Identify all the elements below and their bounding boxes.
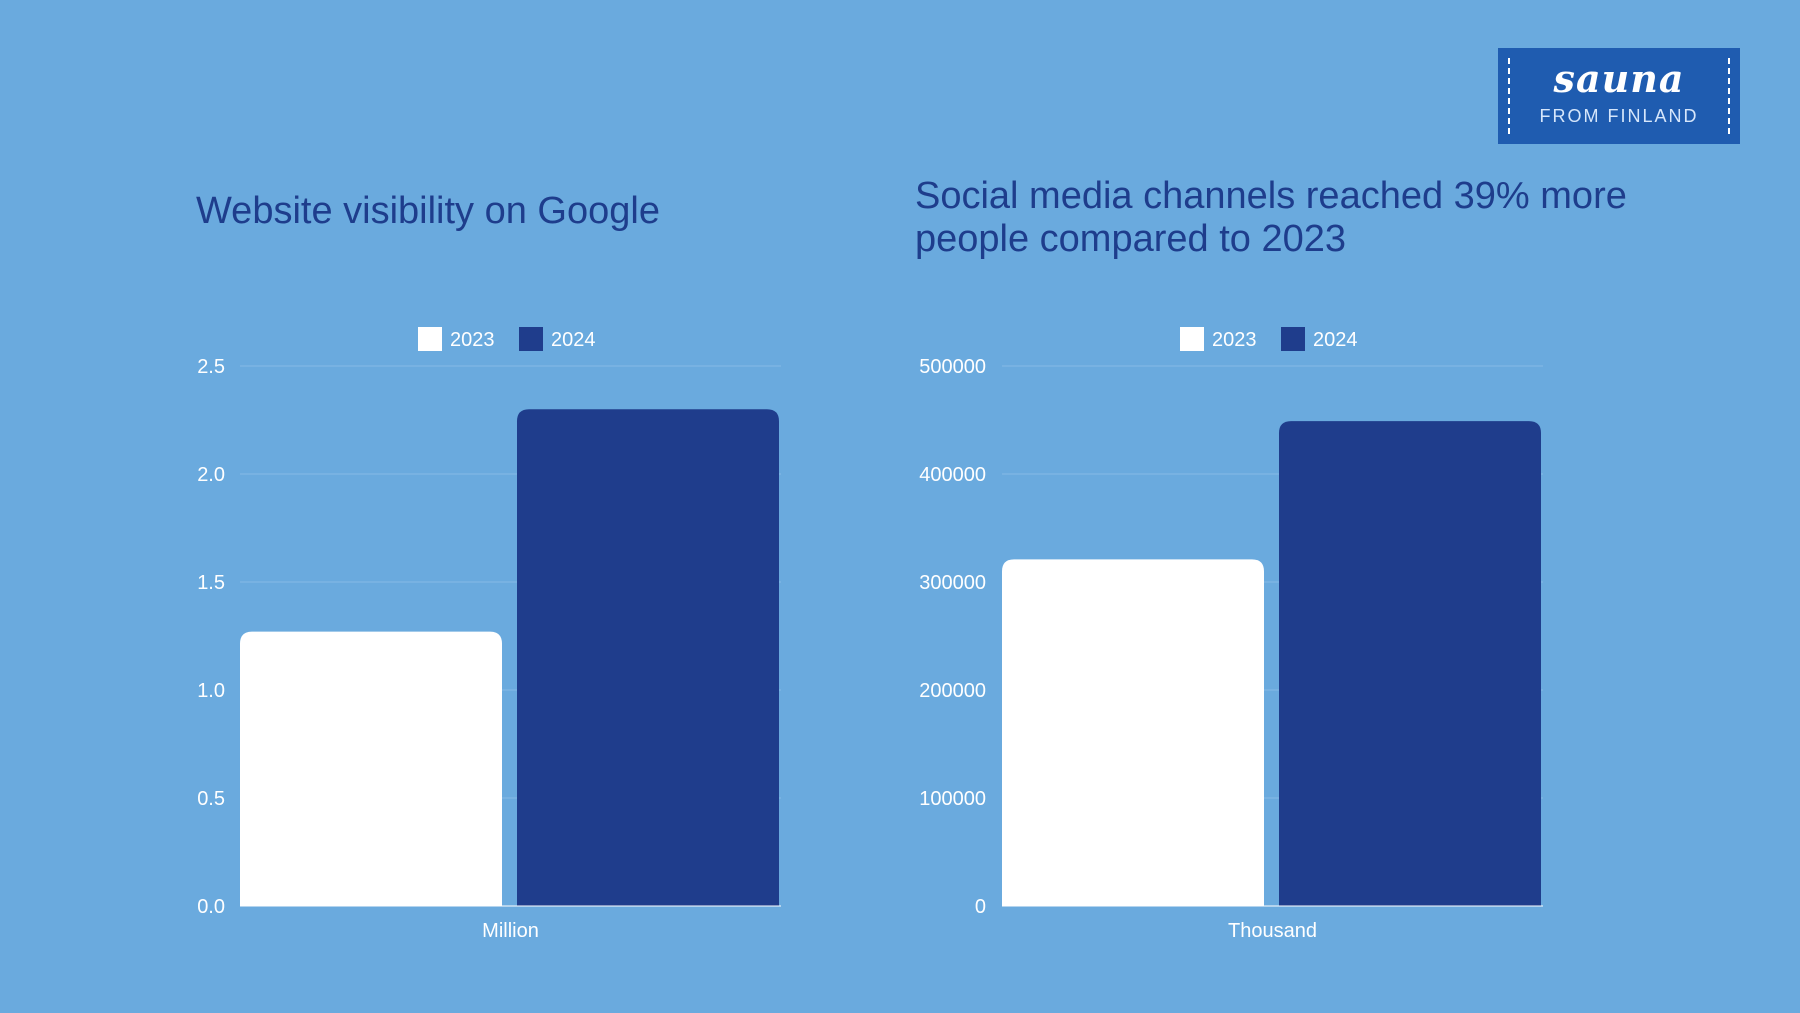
y-tick-label: 200000 xyxy=(919,680,986,702)
y-tick-label: 100000 xyxy=(919,788,986,810)
y-tick-label: 0 xyxy=(975,896,986,918)
bar-2023 xyxy=(240,631,502,906)
y-tick-label: 2.5 xyxy=(197,356,225,378)
bar-2024 xyxy=(517,409,779,906)
x-category-label: Million xyxy=(482,920,539,942)
legend-label-2024: 2024 xyxy=(1313,329,1358,351)
chart-title-website-visibility: Website visibility on Google xyxy=(196,190,660,232)
logo-dashed-border-right xyxy=(1728,58,1730,134)
legend-swatch-2024 xyxy=(519,327,543,351)
logo-wordmark: sauna xyxy=(1553,56,1685,101)
legend-swatch-2024 xyxy=(1281,327,1305,351)
y-tick-label: 0.0 xyxy=(197,896,225,918)
legend-label-2023: 2023 xyxy=(1212,329,1257,351)
legend-label-2023: 2023 xyxy=(450,329,495,351)
chart-title-social-media-reach: Social media channels reached 39% more p… xyxy=(915,175,1627,260)
y-tick-label: 1.0 xyxy=(197,680,225,702)
legend-swatch-2023 xyxy=(418,327,442,351)
bar-2024 xyxy=(1279,421,1541,906)
y-tick-label: 400000 xyxy=(919,464,986,486)
y-tick-label: 1.5 xyxy=(197,572,225,594)
sauna-from-finland-logo: sauna FROM FINLAND xyxy=(1498,48,1740,144)
y-tick-label: 2.0 xyxy=(197,464,225,486)
legend-label-2024: 2024 xyxy=(551,329,596,351)
logo-subtitle: FROM FINLAND xyxy=(1539,106,1699,126)
y-tick-label: 0.5 xyxy=(197,788,225,810)
legend-swatch-2023 xyxy=(1180,327,1204,351)
bar-chart-website-visibility: 0.0 0.5 1.0 1.5 2.0 2.5 Million 2023 2024 xyxy=(197,327,781,942)
y-tick-label: 300000 xyxy=(919,572,986,594)
logo-dashed-border-left xyxy=(1508,58,1510,134)
bar-2023 xyxy=(1002,559,1264,906)
x-category-label: Thousand xyxy=(1228,920,1317,942)
y-tick-label: 500000 xyxy=(919,356,986,378)
